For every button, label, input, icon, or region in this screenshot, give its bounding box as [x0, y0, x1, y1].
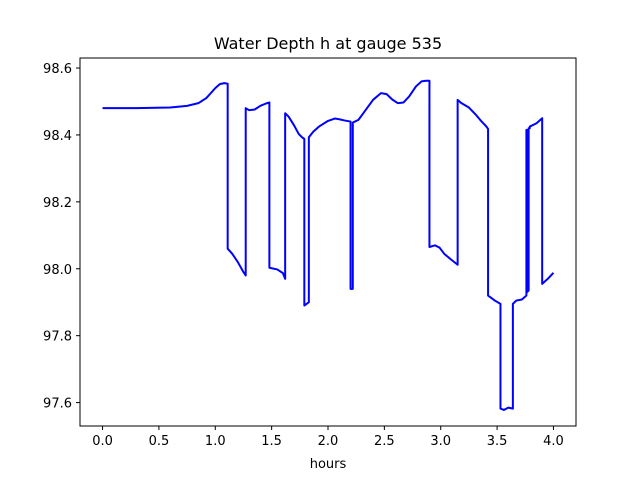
- x-tick-label: 1.5: [261, 434, 282, 449]
- x-tick-label: 3.5: [487, 434, 508, 449]
- x-tick-label: 1.0: [205, 434, 226, 449]
- x-tick-label: 3.0: [430, 434, 451, 449]
- x-tick-label: 2.5: [374, 434, 395, 449]
- plot-area: 0.0 0.5 1.0 1.5 2.0 2.5 3.0 3.5 4.0 97.6 97.8 98.0 9…: [43, 57, 577, 449]
- y-tick-label: 97.6: [43, 397, 72, 412]
- x-axis-title: hours: [310, 457, 347, 472]
- y-tick-label: 98.2: [43, 196, 72, 211]
- y-tick-label: 98.6: [43, 62, 72, 77]
- x-tick-label: 2.0: [318, 434, 339, 449]
- chart-title: Water Depth h at gauge 535: [214, 34, 442, 53]
- x-tick-label: 4.0: [543, 434, 564, 449]
- y-tick-label: 98.0: [43, 263, 72, 278]
- y-tick-label: 97.8: [43, 330, 72, 345]
- x-tick-label: 0.5: [149, 434, 170, 449]
- y-tick-label: 98.4: [43, 129, 72, 144]
- series-line-0: [102, 79, 555, 411]
- x-tick-label: 0.0: [92, 434, 113, 449]
